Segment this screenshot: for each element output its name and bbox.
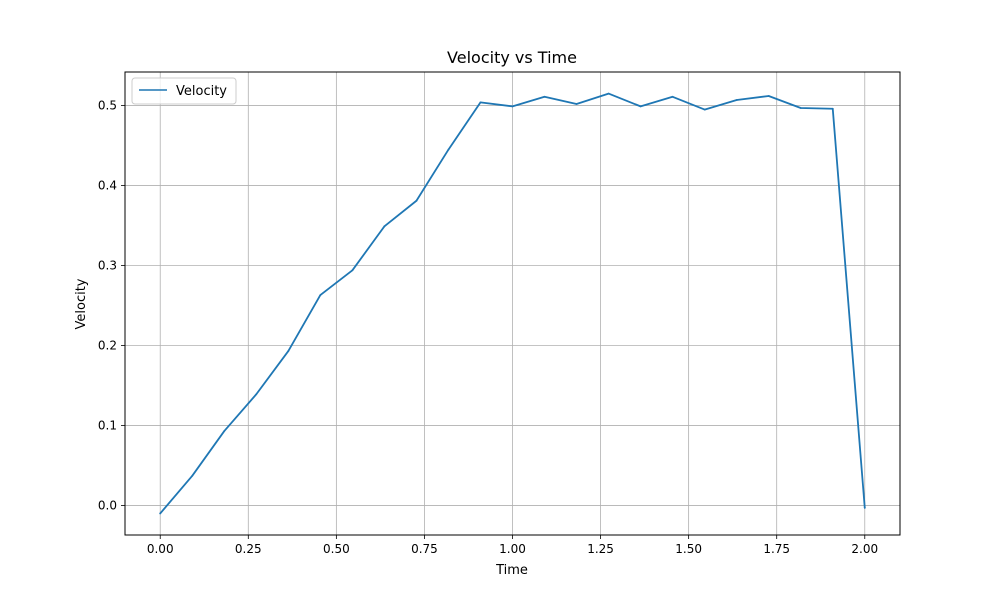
y-tick-label: 0.3 — [98, 259, 117, 273]
legend-label-velocity: Velocity — [176, 84, 227, 99]
data-point — [607, 92, 610, 95]
data-point — [383, 225, 386, 228]
x-tick-label: 0.25 — [235, 542, 262, 556]
data-point — [799, 107, 802, 109]
data-point — [575, 103, 578, 105]
y-tick-label: 0.1 — [98, 418, 117, 432]
x-axis-ticks: 0.00 0.25 0.50 0.75 1.00 1.25 1.50 1.75 2.00 — [147, 535, 878, 556]
data-point — [351, 269, 354, 272]
x-tick-label: 1.25 — [587, 542, 614, 556]
data-point — [831, 107, 834, 110]
y-tick-label: 0.4 — [98, 179, 117, 193]
y-tick-label: 0.2 — [98, 338, 117, 352]
x-tick-label: 2.00 — [851, 542, 878, 556]
x-tick-label: 1.00 — [499, 542, 526, 556]
x-tick-label: 0.00 — [147, 542, 174, 556]
legend: Velocity — [131, 77, 237, 105]
data-point — [703, 108, 706, 111]
data-point — [415, 199, 418, 202]
data-point — [735, 99, 738, 101]
data-point — [671, 95, 674, 98]
legend-box — [131, 77, 237, 105]
data-point — [863, 506, 866, 509]
x-tick-label: 1.75 — [763, 542, 790, 556]
x-axis-label: Time — [495, 563, 528, 578]
data-point — [287, 350, 290, 352]
data-point — [255, 393, 258, 396]
y-axis-label: Velocity — [74, 278, 89, 329]
data-point — [159, 512, 162, 515]
y-tick-label: 0.5 — [98, 99, 117, 113]
x-tick-label: 1.50 — [675, 542, 702, 556]
data-point — [319, 294, 322, 296]
data-point — [543, 95, 546, 98]
x-tick-label: 0.50 — [323, 542, 350, 556]
data-point — [479, 101, 482, 104]
x-tick-label: 0.75 — [411, 542, 438, 556]
data-point — [223, 430, 226, 432]
data-point — [191, 474, 194, 477]
series-layer — [159, 92, 866, 515]
chart-title: Velocity vs Time — [447, 48, 577, 67]
y-tick-label: 0.0 — [98, 498, 117, 512]
data-point — [767, 95, 770, 97]
data-point — [639, 105, 642, 108]
y-axis-ticks: 0.0 0.1 0.2 0.3 0.4 0.5 — [98, 99, 125, 512]
data-point — [511, 105, 514, 108]
data-point — [447, 148, 450, 151]
